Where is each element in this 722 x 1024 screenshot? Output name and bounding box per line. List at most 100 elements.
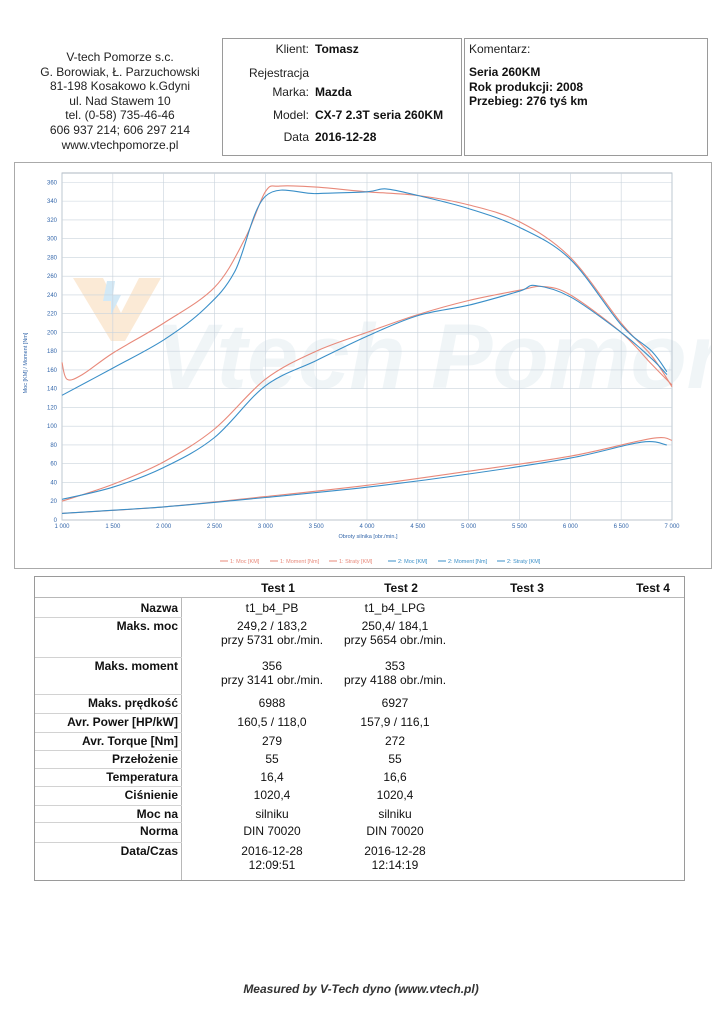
x-axis-ticks: 1 000 1 500 2 000 2 500 3 000 3 500 4 000 4 500… — [54, 524, 680, 530]
row-divider — [35, 805, 182, 806]
legend-entry: 1: Moment [Nm] — [280, 559, 320, 565]
row-divider — [35, 842, 182, 843]
test-value-cell: 157,9 / 116,1 — [333, 715, 457, 729]
legend-entry: 1: Moc [KM] — [230, 559, 260, 565]
y-tick-label: 100 — [47, 424, 58, 430]
x-tick-label: 3 000 — [258, 524, 274, 530]
date-row: Data 2016-12-28 — [223, 130, 461, 150]
test-value-cell: 1020,4 — [210, 788, 334, 802]
make-row: Marka: Mazda — [223, 85, 461, 105]
test-value-cell: 356 przy 3141 obr./min. — [210, 659, 334, 687]
row-divider — [35, 768, 182, 769]
date-label: Data — [283, 130, 309, 144]
row-label: Moc na — [136, 807, 178, 821]
registration-label: Rejestracja — [248, 66, 309, 80]
row-label: Temperatura — [106, 770, 178, 784]
y-tick-label: 80 — [50, 443, 57, 449]
test-value-line: przy 5654 obr./min. — [343, 633, 447, 647]
test-value-line: 55 — [265, 752, 279, 766]
x-tick-label: 6 500 — [614, 524, 630, 530]
column-header: Test 1 — [261, 581, 295, 595]
y-axis-ticks: 0 20 40 60 80 100 120 140 160 180 200 220 240 260 280 3… — [47, 180, 58, 524]
x-tick-label: 7 000 — [664, 524, 680, 530]
test-value-cell: 2016-12-28 12:14:19 — [333, 844, 457, 872]
test-value-cell: silniku — [333, 807, 457, 821]
header-divider — [35, 597, 684, 598]
y-tick-label: 260 — [47, 274, 58, 280]
test-value-cell: silniku — [210, 807, 334, 821]
row-label: Maks. prędkość — [87, 696, 178, 710]
y-tick-label: 40 — [50, 480, 57, 486]
test-value-line: 2016-12-28 — [241, 844, 303, 858]
test-value-line: 353 — [384, 659, 406, 673]
row-label: Avr. Power [HP/kW] — [67, 715, 178, 729]
date-value: 2016-12-28 — [315, 130, 377, 144]
test-value-line: DIN 70020 — [366, 824, 424, 838]
comment-line: Rok produkcji: 2008 — [469, 80, 584, 94]
row-label: Data/Czas — [120, 844, 178, 858]
y-axis-label: Moc [KM] / Moment [Nm] — [23, 332, 29, 393]
test-value-line: 2016-12-28 — [364, 844, 426, 858]
test-value-cell: 55 — [333, 752, 457, 766]
x-tick-label: 1 000 — [54, 524, 70, 530]
test-value-line: przy 4188 obr./min. — [343, 673, 447, 687]
make-label: Marka: — [272, 85, 309, 99]
test-value-line: 1020,4 — [376, 788, 414, 802]
company-website: www.vtechpomorze.pl — [61, 137, 179, 152]
test-value-line: 279 — [261, 734, 283, 748]
row-label: Ciśnienie — [124, 788, 178, 802]
client-value: Tomasz — [315, 42, 359, 56]
client-row: Klient: Tomasz — [223, 42, 461, 62]
model-row: Model: CX-7 2.3T seria 260KM — [223, 108, 461, 128]
x-tick-label: 5 000 — [461, 524, 477, 530]
model-label: Model: — [272, 108, 309, 122]
client-info-box: Klient: Tomasz Rejestracja Marka: Mazda … — [222, 38, 462, 156]
row-divider — [35, 617, 182, 618]
test-value-cell: 272 — [333, 734, 457, 748]
company-line: 81-198 Kosakowo k.Gdyni — [49, 79, 191, 94]
model-value: CX-7 2.3T seria 260KM — [315, 108, 444, 122]
test-value-cell: 250,4/ 184,1 przy 5654 obr./min. — [333, 619, 457, 647]
test-value-line: silniku — [378, 807, 412, 821]
watermark-logo: Vtech Pomorze — [73, 278, 722, 408]
comment-box: Komentarz: Seria 260KM Rok produkcji: 20… — [464, 38, 708, 156]
y-tick-label: 180 — [47, 349, 58, 355]
y-tick-label: 160 — [47, 368, 58, 374]
y-tick-label: 240 — [47, 293, 58, 299]
test-value-line: 6927 — [381, 696, 409, 710]
company-line: G. Borowiak, Ł. Parzuchowski — [40, 64, 200, 79]
test-value-line: 160,5 / 118,0 — [237, 715, 307, 729]
row-divider — [35, 786, 182, 787]
column-header: Test 4 — [636, 581, 670, 595]
test-value-line: 250,4/ 184,1 — [361, 619, 429, 633]
y-tick-label: 320 — [47, 218, 58, 224]
results-table: Test 1 Test 2 Test 3 Test 4 Nazwa t1_b4_PB t1_… — [34, 576, 685, 881]
dyno-chart-svg: Vtech Pomorze 0 20 40 60 80 100 120 140 160 180 20… — [23, 172, 722, 565]
registration-row: Rejestracja — [223, 66, 461, 86]
test-value-cell: DIN 70020 — [333, 824, 457, 838]
company-line: 606 937 214; 606 297 214 — [49, 122, 191, 137]
y-tick-label: 0 — [54, 518, 58, 524]
x-tick-label: 6 000 — [563, 524, 579, 530]
test-value-line: 16,6 — [383, 770, 407, 784]
chart-series — [61, 185, 673, 514]
test-value-line: 16,4 — [260, 770, 284, 784]
row-label: Przełożenie — [111, 752, 178, 766]
test-value-line: 6988 — [258, 696, 286, 710]
test-value-cell: 160,5 / 118,0 — [210, 715, 334, 729]
x-tick-label: 5 500 — [512, 524, 528, 530]
test-value-cell: 16,6 — [333, 770, 457, 784]
test-value-line: 1020,4 — [253, 788, 291, 802]
test-value-line: 157,9 / 116,1 — [360, 715, 430, 729]
test-value-cell: t1_b4_PB — [210, 601, 334, 615]
legend-entry: 2: Straty [KM] — [507, 559, 541, 565]
test-value-line: DIN 70020 — [243, 824, 301, 838]
test-value-cell: 6988 — [210, 696, 334, 710]
test-value-line: 249,2 / 183,2 — [236, 619, 308, 633]
test-value-line: 55 — [388, 752, 402, 766]
y-tick-label: 360 — [47, 180, 58, 186]
row-divider — [35, 822, 182, 823]
row-divider — [35, 657, 182, 658]
test-value-line: silniku — [255, 807, 289, 821]
legend-entry: 2: Moc [KM] — [398, 559, 428, 565]
